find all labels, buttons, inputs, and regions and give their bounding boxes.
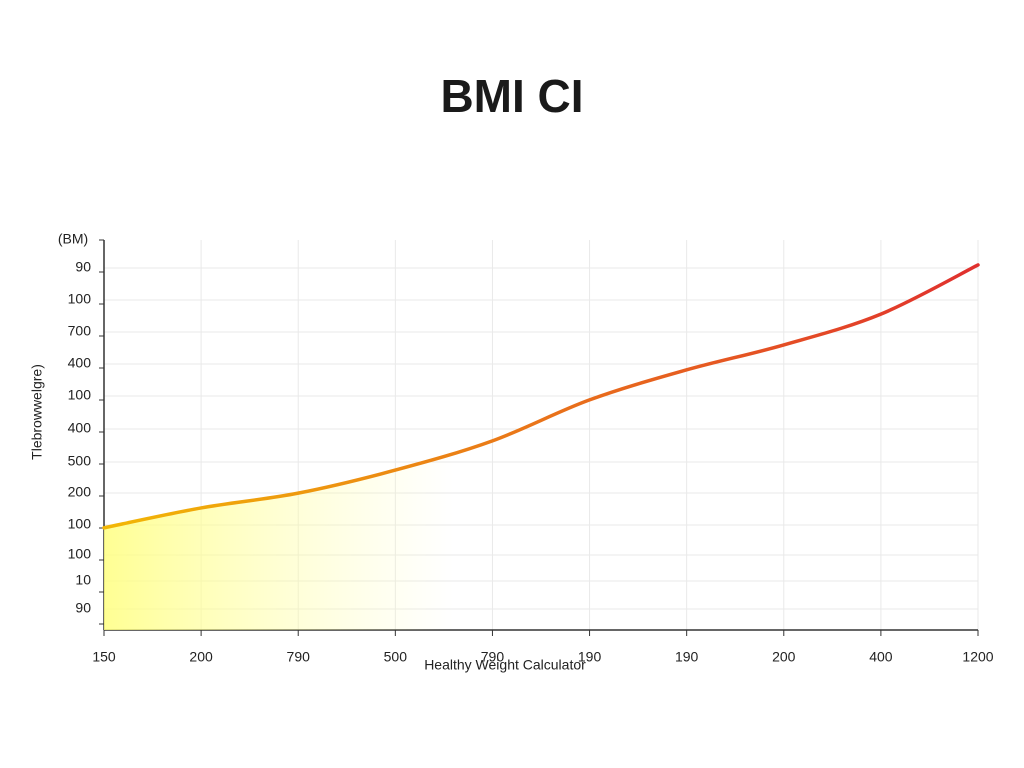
y-tick-label: 200 xyxy=(68,484,92,500)
y-tick-label: 100 xyxy=(68,291,92,307)
x-tick-label: 790 xyxy=(481,649,505,665)
x-axis-label: Healthy Weight Calculator xyxy=(424,657,586,673)
y-tick-label: 500 xyxy=(68,453,92,469)
y-tick-label: 100 xyxy=(68,546,92,562)
x-tick-label: 500 xyxy=(384,649,408,665)
x-tick-label: 190 xyxy=(675,649,699,665)
y-tick-label: 10 xyxy=(75,572,91,588)
x-tick-label: 1200 xyxy=(962,649,993,665)
x-tick-label: 400 xyxy=(869,649,893,665)
y-axis-label: Tlebrowwelgre) xyxy=(29,364,45,460)
y-tick-label: 90 xyxy=(75,259,91,275)
x-tick-label: 190 xyxy=(578,649,602,665)
x-tick-label: 150 xyxy=(92,649,116,665)
y-tick-label: 400 xyxy=(68,355,92,371)
x-tick-label: 790 xyxy=(287,649,311,665)
plot: 90 100 700 400 100 400 500 200 100 100 10 90 150 200 7… xyxy=(68,239,994,665)
x-tick-label: 200 xyxy=(772,649,796,665)
chart-title: BMI CI xyxy=(440,70,583,122)
y-unit-label: (BM) xyxy=(58,231,88,247)
y-tick-label: 90 xyxy=(75,600,91,616)
x-tick-label: 200 xyxy=(189,649,213,665)
y-tick-label: 700 xyxy=(68,323,92,339)
area-fill xyxy=(104,264,978,630)
y-tick-label: 100 xyxy=(68,387,92,403)
line xyxy=(102,263,980,530)
y-tick-label: 100 xyxy=(68,516,92,532)
y-tick-label: 400 xyxy=(68,420,92,436)
